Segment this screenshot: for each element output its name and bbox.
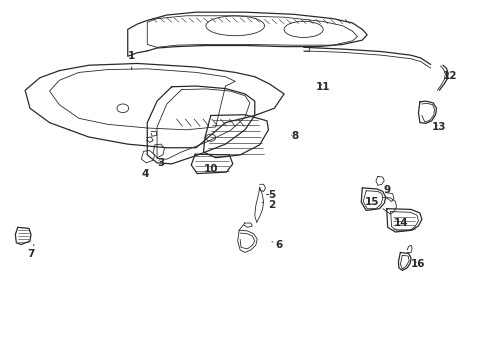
Text: 11: 11: [316, 82, 330, 93]
Text: 6: 6: [272, 239, 283, 249]
Text: 12: 12: [443, 71, 458, 81]
Text: 14: 14: [394, 218, 409, 228]
Text: 3: 3: [157, 158, 165, 168]
Text: 2: 2: [262, 200, 275, 210]
Text: 10: 10: [203, 164, 218, 174]
Text: 7: 7: [27, 244, 35, 258]
Text: 4: 4: [141, 168, 148, 179]
Text: 13: 13: [432, 122, 447, 132]
Text: 16: 16: [411, 259, 426, 269]
Text: 9: 9: [383, 185, 390, 195]
Text: 5: 5: [267, 190, 275, 200]
Text: 8: 8: [291, 131, 298, 141]
Text: 15: 15: [365, 197, 379, 207]
Text: 1: 1: [128, 51, 135, 69]
